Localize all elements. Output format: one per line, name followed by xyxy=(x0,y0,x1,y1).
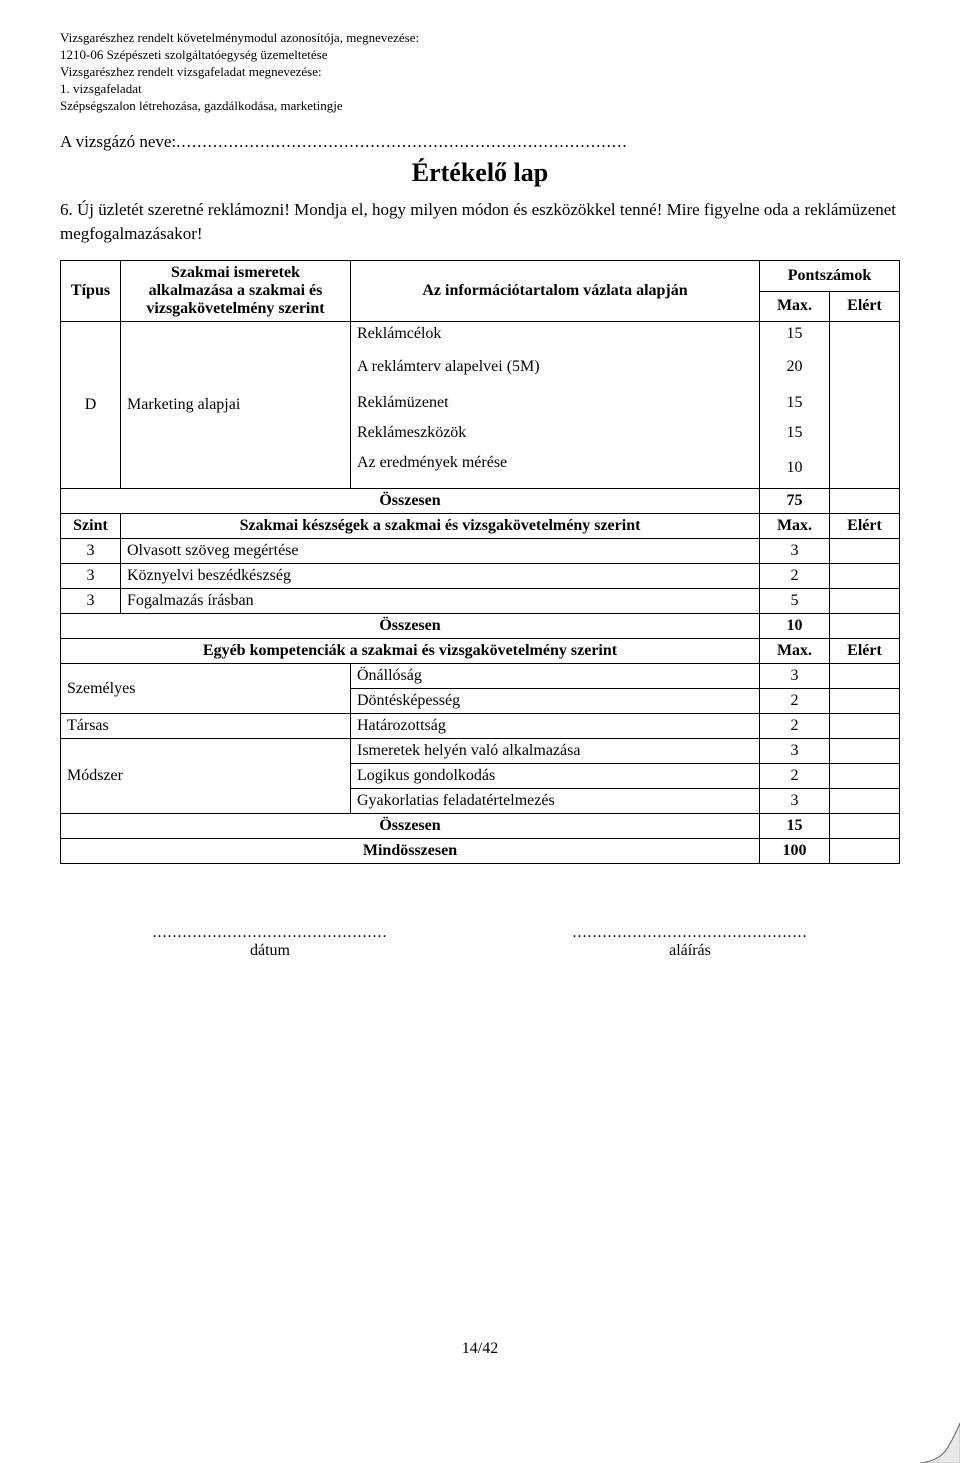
comp-elert xyxy=(830,789,900,814)
comp-label: Önállóság xyxy=(351,664,760,689)
candidate-name-line: A vizsgázó neve:........................… xyxy=(60,132,900,152)
header-line: 1210-06 Szépészeti szolgáltatóegység üze… xyxy=(60,47,900,64)
comp-category: Társas xyxy=(61,714,351,739)
comp-elert xyxy=(830,714,900,739)
info-max: 20 xyxy=(760,346,830,388)
comp-label: Döntésképesség xyxy=(351,689,760,714)
comp-max: 3 xyxy=(760,789,830,814)
osszesen-value: 75 xyxy=(760,489,830,514)
skill-label: Olvasott szöveg megértése xyxy=(121,539,760,564)
col-tipus: Típus xyxy=(61,261,121,322)
signature-label: aláírás xyxy=(560,942,820,960)
col-max: Max. xyxy=(760,639,830,664)
skill-label: Köznyelvi beszédkészség xyxy=(121,564,760,589)
osszesen-elert xyxy=(830,614,900,639)
col-elert: Elért xyxy=(830,514,900,539)
info-elert xyxy=(830,322,900,489)
header-line: Vizsgarészhez rendelt vizsgafeladat megn… xyxy=(60,64,900,81)
szint-cell: 3 xyxy=(61,564,121,589)
comp-max: 3 xyxy=(760,664,830,689)
comp-category: Személyes xyxy=(61,664,351,714)
col-max: Max. xyxy=(760,291,830,322)
osszesen-elert xyxy=(830,814,900,839)
col-egyeb: Egyéb kompetenciák a szakmai és vizsgakö… xyxy=(61,639,760,664)
date-label: dátum xyxy=(140,942,400,960)
dotted-fill: ........................................… xyxy=(560,924,820,942)
signature-row: ........................................… xyxy=(60,924,900,960)
col-elert: Elért xyxy=(830,639,900,664)
osszesen-value: 15 xyxy=(760,814,830,839)
comp-label: Ismeretek helyén való alkalmazása xyxy=(351,739,760,764)
type-cell: D xyxy=(61,322,121,489)
info-label: Reklámcélok xyxy=(351,322,760,347)
exam-header: Vizsgarészhez rendelt követelménymodul a… xyxy=(60,30,900,114)
osszesen-label: Összesen xyxy=(61,614,760,639)
col-info: Az információtartalom vázlata alapján xyxy=(351,261,760,322)
osszesen-label: Összesen xyxy=(61,814,760,839)
page-number: 14/42 xyxy=(60,1340,900,1358)
question-text: 6. Új üzletét szeretné reklámozni! Mondj… xyxy=(60,198,900,246)
dotted-fill: ........................................… xyxy=(140,924,400,942)
info-label: Reklámeszközök xyxy=(351,418,760,448)
sign-signature: ........................................… xyxy=(560,924,820,960)
skill-elert xyxy=(830,564,900,589)
mindosszesen-value: 100 xyxy=(760,839,830,864)
comp-label: Határozottság xyxy=(351,714,760,739)
comp-max: 3 xyxy=(760,739,830,764)
page-curl-icon xyxy=(920,1423,960,1463)
knowledge-table: Típus Szakmai ismeretek alkalmazása a sz… xyxy=(60,260,900,864)
mindosszesen-label: Mindösszesen xyxy=(61,839,760,864)
col-pontszamok: Pontszámok xyxy=(760,261,900,292)
osszesen-label: Összesen xyxy=(61,489,760,514)
mindosszesen-elert xyxy=(830,839,900,864)
dotted-fill: ........................................… xyxy=(176,132,628,151)
skill-label: Fogalmazás írásban xyxy=(121,589,760,614)
comp-elert xyxy=(830,739,900,764)
header-line: Vizsgarészhez rendelt követelménymodul a… xyxy=(60,30,900,47)
comp-label: Logikus gondolkodás xyxy=(351,764,760,789)
info-label: A reklámterv alapelvei (5M) xyxy=(351,346,760,388)
comp-max: 2 xyxy=(760,689,830,714)
comp-max: 2 xyxy=(760,764,830,789)
header-line: Szépségszalon létrehozása, gazdálkodása,… xyxy=(60,98,900,115)
col-elert: Elért xyxy=(830,291,900,322)
skill-elert xyxy=(830,589,900,614)
skill-elert xyxy=(830,539,900,564)
comp-category: Módszer xyxy=(61,739,351,814)
osszesen-value: 10 xyxy=(760,614,830,639)
comp-elert xyxy=(830,664,900,689)
col-szint: Szint xyxy=(61,514,121,539)
szint-cell: 3 xyxy=(61,589,121,614)
comp-elert xyxy=(830,764,900,789)
subject-cell: Marketing alapjai xyxy=(121,322,351,489)
comp-label: Gyakorlatias feladatértelmezés xyxy=(351,789,760,814)
info-label: Az eredmények mérése xyxy=(351,448,760,489)
date-signature: ........................................… xyxy=(140,924,400,960)
skill-max: 2 xyxy=(760,564,830,589)
info-max: 15 xyxy=(760,418,830,448)
skill-max: 5 xyxy=(760,589,830,614)
col-keszseg: Szakmai készségek a szakmai és vizsgaköv… xyxy=(121,514,760,539)
page-title: Értékelő lap xyxy=(60,158,900,188)
info-label: Reklámüzenet xyxy=(351,388,760,418)
info-max: 10 xyxy=(760,448,830,489)
col-szakmai: Szakmai ismeretek alkalmazása a szakmai … xyxy=(121,261,351,322)
info-max: 15 xyxy=(760,388,830,418)
col-max: Max. xyxy=(760,514,830,539)
skill-max: 3 xyxy=(760,539,830,564)
comp-max: 2 xyxy=(760,714,830,739)
szint-cell: 3 xyxy=(61,539,121,564)
info-max: 15 xyxy=(760,322,830,347)
candidate-name-label: A vizsgázó neve: xyxy=(60,132,176,151)
osszesen-elert xyxy=(830,489,900,514)
header-line: 1. vizsgafeladat xyxy=(60,81,900,98)
comp-elert xyxy=(830,689,900,714)
